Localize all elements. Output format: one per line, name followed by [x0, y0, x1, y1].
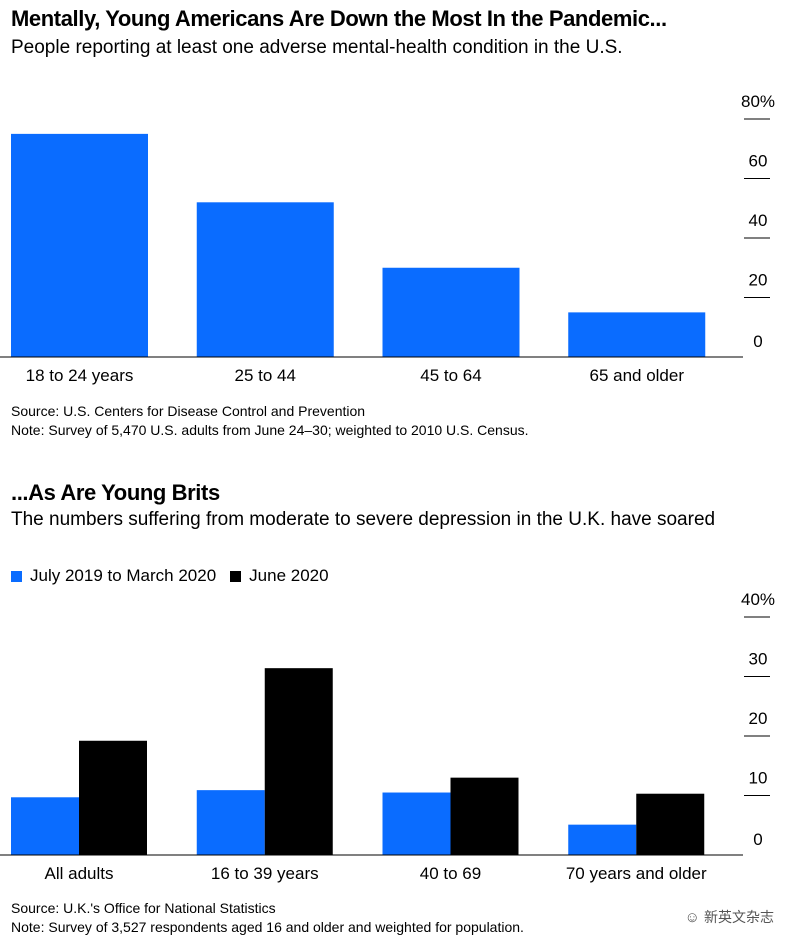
bar-16-to-39-years-s2 [264, 668, 333, 855]
bar-all-adults-s1 [11, 797, 79, 855]
legend-label: June 2020 [249, 566, 329, 585]
chart2-subtitle: The numbers suffering from moderate to s… [11, 509, 716, 530]
watermark: ☺ 新英文杂志 [685, 907, 774, 927]
bar-all-adults-s2 [79, 740, 147, 855]
chart2-source: Source: U.K.'s Office for National Stati… [11, 900, 276, 916]
bar-16-to-39-years-s1 [196, 790, 265, 855]
chart1-note: Note: Survey of 5,470 U.S. adults from J… [11, 422, 529, 438]
y-tick-label: 40% [741, 590, 775, 609]
y-tick-label: 20 [749, 709, 768, 728]
legend-label: July 2019 to March 2020 [30, 566, 217, 585]
bar-40-to-69-s1 [382, 792, 451, 855]
bar-65-and-older-s1 [568, 312, 706, 357]
y-tick-label: 30 [749, 650, 768, 669]
y-tick-label: 40 [749, 211, 768, 230]
bar-40-to-69-s2 [450, 777, 519, 855]
y-tick-label: 80% [741, 92, 775, 111]
x-tick-label: 70 years and older [566, 864, 707, 883]
y-tick-label: 0 [753, 332, 762, 351]
chart2-note: Note: Survey of 3,527 respondents aged 1… [11, 919, 524, 935]
x-tick-label: 25 to 44 [235, 366, 296, 385]
bar-45-to-64-s1 [382, 267, 520, 357]
chart1-title: Mentally, Young Americans Are Down the M… [11, 6, 667, 31]
legend-item-series-2: June 2020 [230, 566, 329, 586]
bar-70-years-and-older-s2 [636, 793, 705, 855]
chart1-source: Source: U.S. Centers for Disease Control… [11, 403, 366, 419]
bar-70-years-and-older-s1 [568, 824, 637, 855]
x-tick-label: 65 and older [589, 366, 684, 385]
x-tick-label: 18 to 24 years [26, 366, 134, 385]
legend-item-series-1: July 2019 to March 2020 [11, 566, 216, 586]
x-tick-label: All adults [45, 864, 114, 883]
y-tick-label: 60 [749, 152, 768, 171]
x-tick-label: 16 to 39 years [211, 864, 319, 883]
x-tick-label: 45 to 64 [420, 366, 481, 385]
legend-swatch-blue [11, 570, 22, 582]
y-tick-label: 10 [749, 769, 768, 788]
bar-18-to-24-years-s1 [11, 133, 148, 357]
x-tick-label: 40 to 69 [420, 864, 481, 883]
chart1-subtitle: People reporting at least one adverse me… [11, 37, 623, 58]
bar-25-to-44-s1 [196, 202, 334, 357]
chart2-title: ...As Are Young Brits [11, 480, 220, 505]
chart1-plot: 18 to 24 years 25 to 44 45 to 64 65 and old… [0, 92, 775, 385]
chat-bubble-icon: ☺ [684, 908, 700, 926]
chart2-plot: All adults 16 to 39 years 40 to 69 70 years… [0, 590, 775, 883]
y-tick-label: 20 [749, 271, 768, 290]
chart2-legend: July 2019 to March 2020 June 2020 [11, 566, 343, 586]
y-tick-label: 0 [753, 830, 762, 849]
watermark-label: 新英文杂志 [704, 909, 774, 925]
legend-swatch-black [230, 570, 242, 582]
